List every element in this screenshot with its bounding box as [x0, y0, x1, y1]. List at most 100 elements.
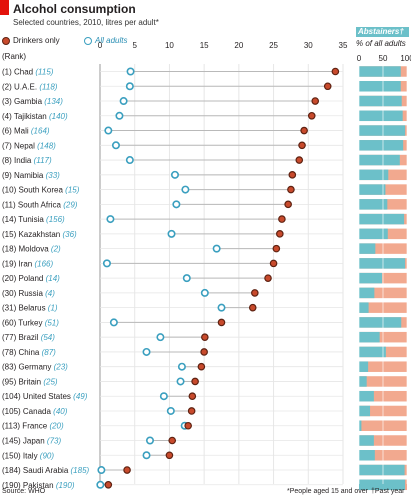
all-adults-dot	[159, 392, 168, 401]
all-adults-dot	[125, 82, 134, 91]
all-adults-dot	[125, 156, 134, 165]
abstainers-bar	[359, 420, 362, 431]
drinkers-dot	[276, 230, 284, 238]
abstainers-bar	[359, 390, 374, 402]
drinkers-dot-icon	[2, 36, 10, 45]
all-adults-dot	[111, 141, 120, 150]
x-tick-label: 10	[165, 41, 174, 50]
drinkers-dot	[307, 111, 316, 120]
country-label: (105) Canada (40)	[2, 407, 68, 416]
drinkers-dot	[300, 126, 308, 135]
abstainers-bar	[359, 184, 386, 195]
drinkers-dot	[191, 377, 199, 386]
footnote-past-year: †Past year	[371, 488, 405, 495]
all-adults-dot	[217, 303, 226, 312]
country-label: (184) Saudi Arabia (185)	[2, 466, 90, 475]
legend-all-adults: All adults	[84, 36, 127, 45]
abstainers-bar	[359, 479, 406, 491]
abstainers-bar	[359, 243, 376, 254]
drinkers-dot	[187, 407, 196, 415]
all-adults-dot-icon	[84, 36, 92, 45]
legend-all-label: All adults	[95, 36, 128, 45]
all-adults-dot	[200, 288, 209, 297]
drinkers-dot	[197, 362, 206, 371]
x-tick-label: 20	[234, 41, 243, 50]
abstainers-bar	[359, 258, 406, 269]
drinkers-dot	[331, 67, 340, 76]
abstainers-bar	[359, 376, 367, 387]
all-adults-dot	[106, 215, 115, 224]
drinkers-dot	[104, 480, 113, 489]
footnote-adults: *People aged 15 and over	[287, 488, 368, 495]
abstainers-bar	[359, 81, 401, 92]
all-adults-dot	[166, 406, 175, 415]
country-label: (15) Kazakhstan (36)	[2, 230, 77, 239]
country-label: (150) Italy (90)	[2, 451, 54, 460]
abstainers-bar	[359, 317, 402, 328]
all-adults-dot	[181, 185, 190, 194]
x-tick-label: 30	[304, 41, 313, 50]
drinkers-dot	[123, 466, 131, 474]
abstainers-bar	[359, 213, 405, 225]
drinkers-dot	[168, 436, 177, 445]
abstainers-bar	[359, 154, 400, 166]
country-label: (30) Russia (4)	[2, 289, 55, 298]
drinkers-dot	[298, 141, 306, 150]
drinkers-dot	[200, 348, 208, 356]
all-adults-dot	[126, 67, 135, 76]
all-adults-dot	[167, 229, 176, 238]
all-adults-dot	[170, 170, 179, 179]
country-label: (7) Nepal (148)	[2, 141, 56, 150]
chart-title: Alcohol consumption	[13, 2, 136, 16]
abstainers-bar	[359, 66, 401, 77]
abstainers-bar	[359, 287, 375, 299]
abstainers-bar	[359, 405, 371, 417]
all-adults-dot	[142, 451, 151, 460]
rank-header: (Rank)	[2, 52, 27, 61]
abstainers-bar	[359, 302, 369, 313]
all-adults-dot	[182, 274, 191, 283]
country-label: (4) Tajikistan (140)	[2, 112, 68, 121]
all-adults-dot	[212, 244, 221, 253]
abstainers-bar	[359, 228, 388, 240]
drinkers-dot	[284, 200, 292, 209]
all-adults-dot	[176, 377, 185, 386]
all-adults-dot	[109, 318, 118, 327]
abstainers-tick-label: 100	[400, 54, 411, 63]
all-adults-dot	[177, 362, 186, 371]
all-adults-dot	[119, 97, 128, 106]
abstainers-bar	[359, 450, 375, 461]
abstainers-bar	[359, 464, 405, 476]
abstainers-bar	[359, 125, 406, 136]
legend-drinkers-label: Drinkers only	[13, 36, 60, 45]
all-adults-dot	[96, 480, 105, 489]
country-label: (104) United States (49)	[2, 392, 88, 401]
country-label: (78) China (87)	[2, 348, 56, 357]
drinkers-dot	[269, 259, 278, 268]
country-label: (19) Iran (166)	[2, 259, 53, 268]
drinkers-dot	[287, 185, 295, 194]
abstainers-bar	[359, 346, 386, 358]
source-note: Source: WHO	[2, 488, 46, 495]
abstainers-bar	[359, 361, 369, 372]
country-label: (60) Turkey (51)	[2, 318, 59, 327]
abstainers-bar	[359, 331, 380, 343]
country-label: (14) Tunisia (156)	[2, 215, 65, 224]
country-label: (113) France (20)	[2, 422, 64, 431]
drinkers-dot	[264, 274, 272, 282]
abstainers-bar	[359, 95, 402, 107]
x-tick-label: 5	[132, 41, 137, 50]
abstainers-subheader: % of all adults	[356, 39, 406, 48]
chart-subtitle: Selected countries, 2010, litres per adu…	[13, 18, 159, 27]
drinkers-dot	[272, 244, 281, 253]
abstainers-tick-label: 50	[379, 54, 388, 63]
abstainers-bar	[359, 435, 374, 446]
all-adults-dot	[145, 436, 154, 445]
x-tick-label: 0	[98, 41, 103, 50]
all-adults-dot	[172, 200, 181, 209]
legend-drinkers: Drinkers only	[2, 36, 60, 45]
drinkers-dot	[217, 318, 226, 327]
x-tick-label: 25	[269, 41, 278, 50]
country-label: (20) Poland (14)	[2, 274, 60, 283]
drinkers-dot	[165, 451, 174, 460]
